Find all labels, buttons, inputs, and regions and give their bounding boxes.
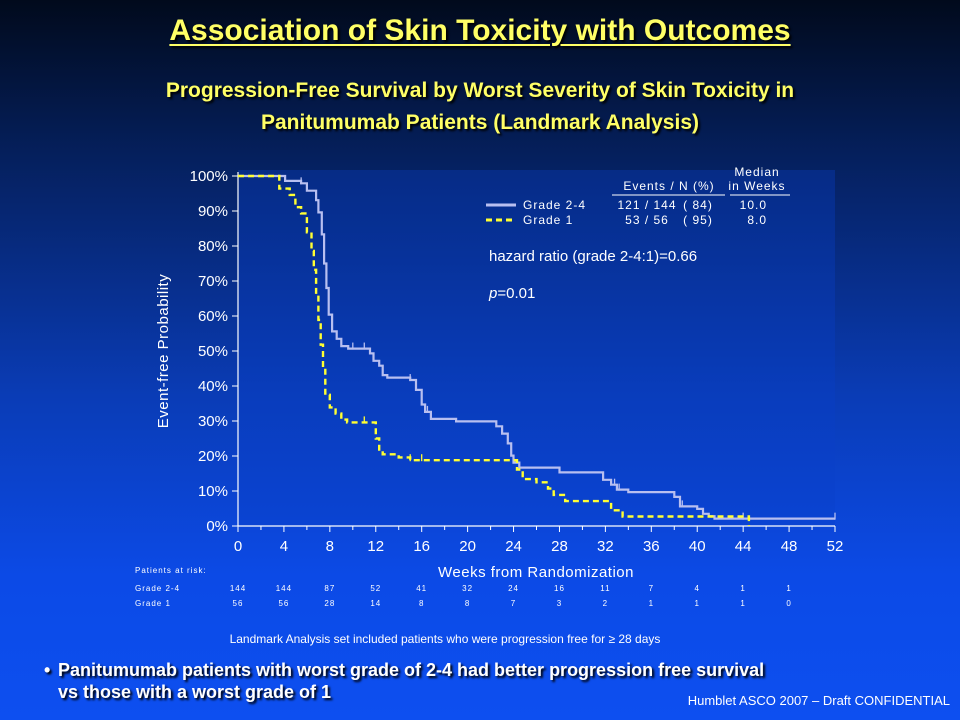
x-tick-label: 28 [551,538,568,555]
legend-label: Grade 2-4 [523,198,586,212]
legend-label: Grade 1 [523,213,573,227]
x-tick-label: 44 [735,538,752,555]
at-risk-value: 52 [370,584,381,593]
at-risk-value: 1 [649,599,654,608]
y-tick-label: 90% [198,203,228,220]
legend-pct: ( 84) [683,198,713,212]
at-risk-value: 1 [695,599,700,608]
x-tick-label: 32 [597,538,614,555]
legend-header-median-2: in Weeks [728,179,785,193]
legend-median: 10.0 [740,198,767,212]
x-tick-label: 48 [781,538,798,555]
p-value: =0.01 [497,285,535,302]
subtitle-line-1: Progression-Free Survival by Worst Sever… [165,79,795,102]
legend-events: 53 / 56 [625,213,669,227]
x-tick-label: 8 [326,538,334,555]
at-risk-value: 8 [419,599,424,608]
at-risk-value: 87 [324,584,335,593]
p-symbol: p [488,285,497,302]
legend-events: 121 / 144 [617,198,676,212]
conclusion-bullet: • Panitumumab patients with worst grade … [44,659,918,703]
at-risk-value: 3 [557,599,562,608]
at-risk-value: 7 [649,584,654,593]
slide-title: Association of Skin Toxicity with Outcom… [169,14,791,47]
subtitle-line-2: Panitumumab Patients (Landmark Analysis) [261,111,699,134]
y-tick-label: 10% [198,483,228,500]
at-risk-value: 1 [786,584,791,593]
legend-median: 8.0 [747,213,767,227]
bullet-line-1: Panitumumab patients with worst grade of… [58,660,765,680]
p-value-label: p=0.01 [488,285,535,302]
at-risk-value: 1 [740,599,745,608]
hazard-ratio-label: hazard ratio (grade 2-4:1)=0.66 [489,248,697,265]
y-tick-label: 80% [198,238,228,255]
at-risk-value: 1 [740,584,745,593]
x-tick-label: 36 [643,538,660,555]
series-grade-2-4-line [238,174,835,520]
bullet-dot-icon: • [44,660,51,680]
x-tick-label: 52 [827,538,844,555]
series-grade-1-line [238,174,751,526]
at-risk-value: 2 [603,599,608,608]
slide-subtitle: Progression-Free Survival by Worst Sever… [40,75,920,139]
x-tick-label: 20 [459,538,476,555]
y-tick-label: 40% [198,378,228,395]
at-risk-value: 4 [695,584,700,593]
y-axis-label: Event-free Probability [155,274,172,428]
at-risk-value: 56 [233,599,244,608]
y-tick-label: 30% [198,413,228,430]
at-risk-value: 56 [278,599,289,608]
legend-pct: ( 95) [683,213,713,227]
bullet-line-2: vs those with a worst grade of 1 [58,682,332,702]
x-tick-label: 24 [505,538,522,555]
at-risk-value: 8 [465,599,470,608]
at-risk-value: 16 [554,584,565,593]
at-risk-value: 14 [370,599,381,608]
legend-header-median-1: Median [734,165,779,179]
footer-text: Humblet ASCO 2007 – Draft CONFIDENTIAL [687,693,950,708]
at-risk-value: 24 [508,584,519,593]
at-risk-value: 144 [276,584,292,593]
x-tick-label: 12 [367,538,384,555]
at-risk-value: 41 [416,584,427,593]
legend-header-events: Events / N (%) [623,179,714,193]
x-axis-label: Weeks from Randomization [438,564,634,581]
y-tick-label: 70% [198,273,228,290]
at-risk-value: 28 [324,599,335,608]
at-risk-value: 7 [511,599,516,608]
at-risk-row-label: Grade 2-4 [135,584,180,593]
at-risk-value: 0 [786,599,791,608]
y-tick-label: 60% [198,308,228,325]
x-tick-label: 4 [280,538,288,555]
x-tick-label: 40 [689,538,706,555]
y-tick-label: 50% [198,343,228,360]
y-tick-label: 0% [206,518,228,535]
at-risk-value: 11 [600,584,610,593]
y-tick-label: 20% [198,448,228,465]
landmark-note: Landmark Analysis set included patients … [229,632,661,646]
at-risk-value: 144 [230,584,246,593]
x-tick-label: 16 [413,538,430,555]
x-tick-label: 0 [234,538,242,555]
y-tick-label: 100% [190,168,228,185]
at-risk-value: 32 [462,584,473,593]
at-risk-row-label: Grade 1 [135,599,171,608]
at-risk-title: Patients at risk: [135,566,207,575]
